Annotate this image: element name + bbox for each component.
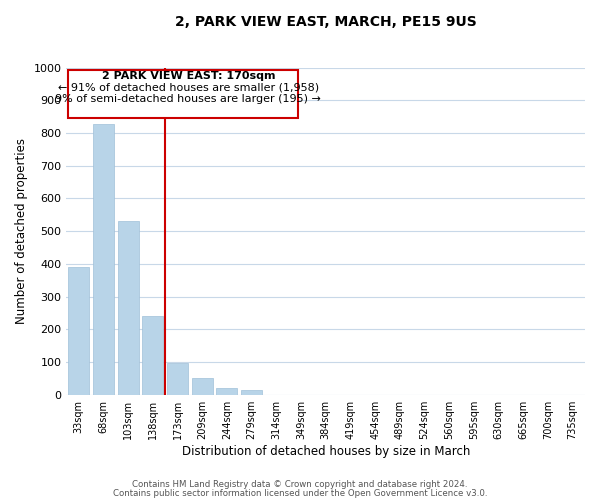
Bar bbox=[217, 388, 238, 394]
Text: 2 PARK VIEW EAST: 170sqm: 2 PARK VIEW EAST: 170sqm bbox=[101, 71, 275, 81]
Text: Contains public sector information licensed under the Open Government Licence v3: Contains public sector information licen… bbox=[113, 489, 487, 498]
Bar bbox=[118, 222, 139, 394]
Text: 9% of semi-detached houses are larger (195) →: 9% of semi-detached houses are larger (1… bbox=[55, 94, 322, 104]
Bar bbox=[93, 124, 114, 394]
Title: 2, PARK VIEW EAST, MARCH, PE15 9US: 2, PARK VIEW EAST, MARCH, PE15 9US bbox=[175, 15, 476, 29]
Bar bbox=[167, 363, 188, 394]
Y-axis label: Number of detached properties: Number of detached properties bbox=[15, 138, 28, 324]
Bar bbox=[241, 390, 262, 394]
Text: ← 91% of detached houses are smaller (1,958): ← 91% of detached houses are smaller (1,… bbox=[58, 82, 319, 92]
Bar bbox=[68, 267, 89, 394]
Bar bbox=[192, 378, 213, 394]
Bar bbox=[142, 316, 163, 394]
FancyBboxPatch shape bbox=[68, 70, 298, 118]
Text: Contains HM Land Registry data © Crown copyright and database right 2024.: Contains HM Land Registry data © Crown c… bbox=[132, 480, 468, 489]
X-axis label: Distribution of detached houses by size in March: Distribution of detached houses by size … bbox=[182, 444, 470, 458]
